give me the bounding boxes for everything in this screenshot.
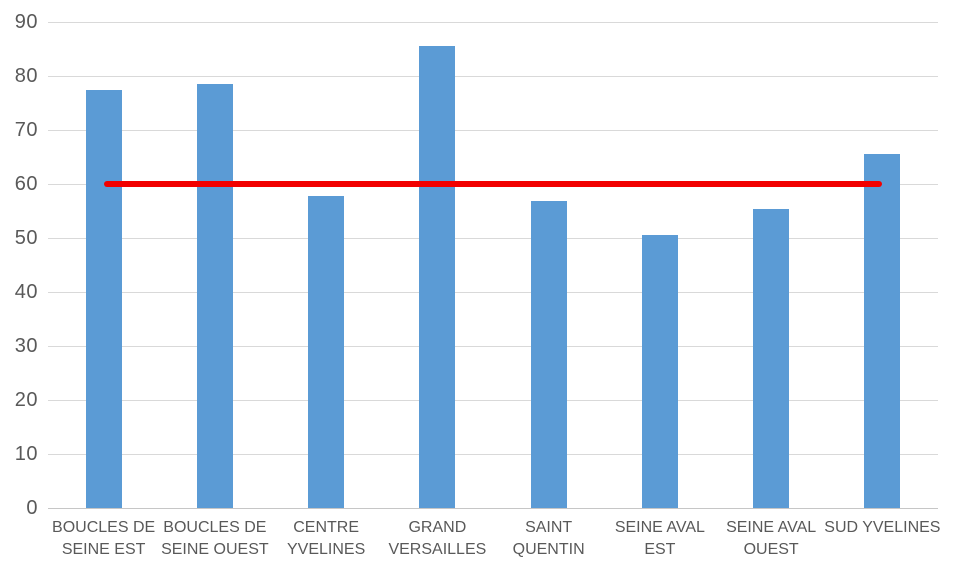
x-category-label-line: SEINE AVAL <box>614 519 705 536</box>
x-category-label: SEINE AVAL EST <box>600 517 720 561</box>
x-category-label-line: YVELINES <box>286 541 366 558</box>
y-tick-label: 70 <box>14 119 38 141</box>
x-category-label-line: SUD YVELINES <box>824 519 941 536</box>
x-axis-line <box>48 508 938 509</box>
x-category-label: CENTRE YVELINES <box>266 517 386 561</box>
x-category-label: BOUCLES DE SEINE EST <box>44 517 164 561</box>
x-category-label-line: VERSAILLES <box>388 541 487 558</box>
x-category-label: BOUCLES DE SEINE OUEST <box>155 517 275 561</box>
bar <box>419 46 456 508</box>
y-tick-label: 80 <box>14 65 38 87</box>
y-tick-label: 0 <box>26 497 38 519</box>
plot-area <box>48 22 938 509</box>
x-category-label-line: SEINE OUEST <box>161 541 269 558</box>
y-tick-label: 50 <box>14 227 38 249</box>
gridline <box>48 346 938 347</box>
x-category-label-line: CENTRE <box>293 519 360 536</box>
gridline <box>48 76 938 77</box>
x-category-label-line: SAINT <box>525 519 573 536</box>
x-category-label: SAINT QUENTIN <box>489 517 609 561</box>
gridline <box>48 454 938 455</box>
bar <box>641 234 678 508</box>
x-category-label: GRAND VERSAILLES <box>377 517 497 561</box>
bar <box>864 153 901 508</box>
x-category-label-line: QUENTIN <box>512 541 585 558</box>
gridline <box>48 238 938 239</box>
y-tick-label: 40 <box>14 281 38 303</box>
x-category-label: SEINE AVAL OUEST <box>711 517 831 561</box>
y-tick-label: 30 <box>14 335 38 357</box>
gridline <box>48 400 938 401</box>
bar <box>196 84 233 508</box>
bar <box>753 209 790 508</box>
x-category-label-line: SEINE EST <box>61 541 146 558</box>
y-tick-label: 10 <box>14 443 38 465</box>
bar <box>308 195 345 508</box>
x-category-label-line: EST <box>644 541 676 558</box>
bar <box>85 89 122 508</box>
y-tick-label: 20 <box>14 389 38 411</box>
target-line <box>103 181 883 187</box>
x-category-label-line: BOUCLES DE <box>163 519 267 536</box>
y-tick-label: 60 <box>14 173 38 195</box>
x-category-label: SUD YVELINES <box>822 517 942 539</box>
gridline <box>48 130 938 131</box>
x-category-label-line: SEINE AVAL <box>726 519 817 536</box>
gridline <box>48 22 938 23</box>
gridline <box>48 292 938 293</box>
y-tick-label: 90 <box>14 11 38 33</box>
x-category-label-line: GRAND <box>408 519 467 536</box>
x-category-label-line: OUEST <box>743 541 799 558</box>
x-category-label-line: BOUCLES DE <box>52 519 156 536</box>
bar <box>530 201 567 508</box>
